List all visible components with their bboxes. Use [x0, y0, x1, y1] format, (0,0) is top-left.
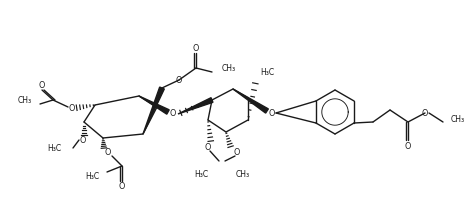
Text: O: O: [176, 75, 182, 85]
Text: O: O: [234, 147, 240, 157]
Polygon shape: [143, 87, 164, 134]
Text: H₃C: H₃C: [260, 67, 274, 77]
Text: H₃C: H₃C: [47, 143, 61, 153]
Text: CH₃: CH₃: [222, 63, 236, 73]
Text: CH₃: CH₃: [18, 95, 32, 105]
Text: O: O: [170, 109, 176, 117]
Text: CH₃: CH₃: [451, 115, 465, 123]
Text: O: O: [119, 182, 125, 190]
Text: O: O: [193, 44, 199, 52]
Text: O: O: [422, 109, 428, 117]
Polygon shape: [233, 89, 268, 113]
Text: O: O: [269, 109, 275, 117]
Text: H₃C: H₃C: [194, 170, 208, 178]
Polygon shape: [178, 98, 213, 114]
Text: O: O: [205, 143, 211, 151]
Text: O: O: [105, 147, 111, 157]
Polygon shape: [139, 96, 169, 114]
Text: O: O: [80, 135, 86, 145]
Text: O: O: [39, 81, 45, 89]
Text: H₃C: H₃C: [85, 172, 99, 180]
Text: CH₃: CH₃: [236, 170, 250, 178]
Text: O: O: [69, 103, 75, 113]
Text: O: O: [405, 141, 411, 151]
